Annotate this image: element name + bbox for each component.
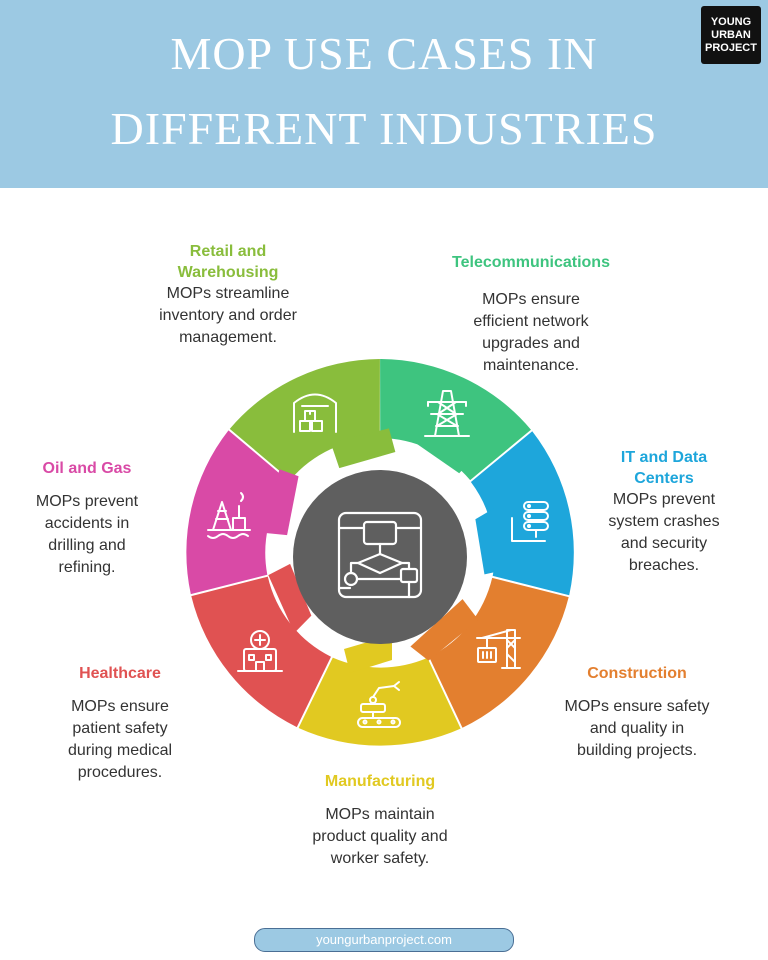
segment-manufacturing — [298, 657, 461, 746]
oil-rig-icon — [207, 492, 251, 539]
segment-block-construction: Construction MOPs ensure safety and qual… — [562, 663, 712, 762]
connector-tab — [475, 505, 507, 575]
hospital-icon — [237, 630, 283, 672]
segment-label: Healthcare — [79, 665, 161, 682]
title-line-2: DIFFERENT INDUSTRIES — [110, 103, 658, 154]
segment-description: MOPs prevent accidents in drilling and r… — [35, 493, 139, 576]
brand-logo: YOUNG URBAN PROJECT — [701, 6, 761, 64]
segment-label: Construction — [587, 665, 687, 682]
title-line-1: MOP USE CASES IN — [170, 28, 598, 79]
connector-tab — [410, 599, 479, 661]
segment-block-retail-warehousing: Retail and Warehousing MOPs streamline i… — [150, 241, 306, 349]
flowchart-icon — [337, 511, 423, 599]
warehouse-icon — [293, 393, 337, 433]
transmission-tower-icon — [424, 390, 470, 437]
segment-label: Manufacturing — [324, 773, 436, 790]
connector-tab — [330, 428, 396, 469]
segment-healthcare — [191, 576, 331, 728]
segment-description: MOPs prevent system crashes and security… — [608, 491, 720, 574]
segment-description: MOPs maintain product quality and worker… — [312, 806, 448, 867]
segment-oil-and-gas — [186, 430, 290, 595]
robot-arm-conveyor-icon — [357, 681, 401, 728]
segment-block-it-data-centers: IT and Data Centers MOPs prevent system … — [598, 447, 730, 577]
website-url[interactable]: youngurbanproject.com — [254, 928, 514, 952]
segment-label: Telecommunications — [452, 254, 610, 271]
connector-tab — [268, 563, 312, 634]
connector-tab — [413, 420, 476, 474]
center-circle — [293, 470, 467, 644]
segment-label: IT and Data Centers — [620, 449, 708, 487]
segment-description: MOPs streamline inventory and order mana… — [159, 285, 297, 346]
segment-label: Retail and Warehousing — [177, 243, 279, 281]
segment-block-manufacturing: Manufacturing MOPs maintain product qual… — [295, 771, 465, 870]
segment-label: Oil and Gas — [42, 460, 132, 477]
header-banner: MOP USE CASES IN DIFFERENT INDUSTRIES — [0, 0, 768, 188]
segment-block-oil-and-gas: Oil and Gas MOPs prevent accidents in dr… — [22, 458, 152, 579]
connector-tab — [344, 635, 392, 673]
segment-block-healthcare: Healthcare MOPs ensure patient safety du… — [50, 663, 190, 784]
segment-construction — [429, 577, 569, 728]
segment-description: MOPs ensure safety and quality in buildi… — [564, 698, 710, 759]
segment-description: MOPs ensure efficient network upgrades a… — [473, 291, 589, 374]
server-stack-icon — [511, 501, 549, 542]
connector-tab — [262, 469, 299, 536]
segment-description: MOPs ensure patient safety during medica… — [67, 698, 173, 781]
segment-block-telecommunications: Telecommunications MOPs ensure efficient… — [432, 252, 630, 377]
crane-icon — [476, 629, 521, 669]
